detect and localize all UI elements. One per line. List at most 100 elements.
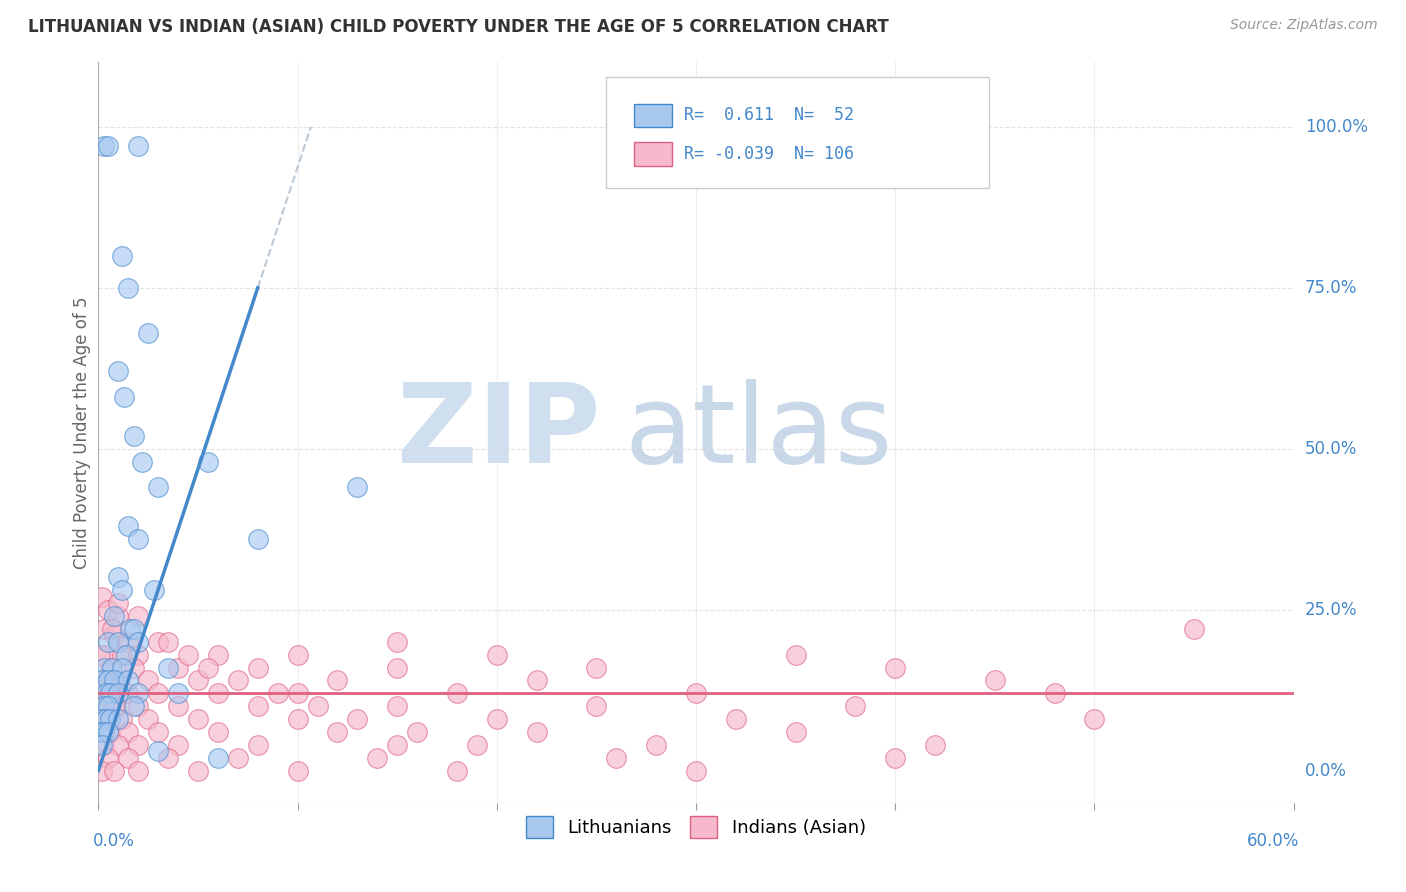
Point: [148, 744, 170, 758]
Point: [89, 648, 111, 662]
Point: [97, 673, 120, 688]
Point: [187, 764, 209, 778]
Point: [157, 635, 180, 649]
Point: [97, 602, 120, 616]
Point: [117, 635, 139, 649]
Point: [385, 699, 409, 714]
Point: [93, 673, 115, 688]
Point: [884, 750, 907, 764]
Point: [984, 673, 1007, 688]
Point: [107, 712, 129, 726]
Point: [131, 454, 153, 468]
Point: [585, 699, 607, 714]
Text: 75.0%: 75.0%: [1305, 279, 1357, 297]
Point: [103, 764, 125, 778]
Point: [485, 648, 508, 662]
Point: [366, 750, 388, 764]
Point: [112, 390, 135, 404]
Point: [107, 609, 129, 624]
Legend: Lithuanians, Indians (Asian): Lithuanians, Indians (Asian): [519, 809, 873, 846]
Point: [884, 660, 907, 674]
Point: [107, 673, 129, 688]
Point: [98, 712, 122, 726]
Point: [136, 712, 159, 726]
Point: [226, 673, 249, 688]
Point: [107, 570, 129, 584]
Point: [97, 699, 120, 714]
Text: 50.0%: 50.0%: [1305, 440, 1357, 458]
Point: [97, 686, 120, 700]
Point: [167, 738, 190, 752]
Point: [844, 699, 866, 714]
Point: [98, 686, 122, 700]
Point: [93, 622, 115, 636]
Point: [127, 686, 149, 700]
Point: [207, 725, 229, 739]
Point: [98, 660, 122, 674]
Point: [107, 738, 129, 752]
Text: ZIP: ZIP: [396, 379, 600, 486]
Point: [465, 738, 488, 752]
Point: [287, 648, 309, 662]
Point: [136, 326, 159, 340]
Point: [103, 628, 125, 642]
Point: [93, 699, 115, 714]
Point: [385, 635, 409, 649]
Point: [785, 648, 807, 662]
Point: [96, 648, 118, 662]
Y-axis label: Child Poverty Under the Age of 5: Child Poverty Under the Age of 5: [73, 296, 91, 569]
FancyBboxPatch shape: [634, 103, 672, 128]
Text: 60.0%: 60.0%: [1247, 832, 1299, 850]
Point: [117, 750, 139, 764]
Point: [645, 738, 668, 752]
FancyBboxPatch shape: [606, 78, 988, 188]
Point: [924, 738, 946, 752]
Point: [267, 686, 290, 700]
Point: [287, 712, 309, 726]
Point: [406, 725, 429, 739]
Point: [103, 673, 125, 688]
Point: [93, 660, 115, 674]
Point: [107, 364, 129, 378]
Point: [111, 249, 134, 263]
Point: [1182, 622, 1205, 636]
Point: [91, 590, 114, 604]
Point: [124, 429, 146, 443]
Point: [385, 660, 409, 674]
Point: [96, 686, 118, 700]
Point: [246, 660, 269, 674]
Point: [287, 764, 309, 778]
Point: [117, 673, 139, 688]
Point: [287, 686, 309, 700]
Point: [111, 583, 134, 598]
Point: [91, 673, 114, 688]
Point: [93, 673, 115, 688]
FancyBboxPatch shape: [634, 142, 672, 166]
Point: [197, 660, 219, 674]
Point: [148, 686, 170, 700]
Point: [187, 673, 209, 688]
Point: [148, 635, 170, 649]
Point: [101, 622, 124, 636]
Point: [107, 686, 129, 700]
Point: [97, 139, 120, 153]
Point: [103, 609, 125, 624]
Point: [485, 712, 508, 726]
Point: [724, 712, 747, 726]
Point: [97, 725, 120, 739]
Text: atlas: atlas: [624, 379, 893, 486]
Text: R= -0.039  N= 106: R= -0.039 N= 106: [685, 145, 853, 163]
Point: [124, 622, 146, 636]
Point: [127, 764, 149, 778]
Point: [93, 139, 115, 153]
Text: R=  0.611  N=  52: R= 0.611 N= 52: [685, 106, 853, 125]
Point: [127, 609, 149, 624]
Point: [167, 699, 190, 714]
Point: [605, 750, 627, 764]
Point: [685, 764, 707, 778]
Point: [307, 699, 329, 714]
Point: [115, 648, 138, 662]
Point: [89, 725, 111, 739]
Point: [207, 648, 229, 662]
Point: [157, 750, 180, 764]
